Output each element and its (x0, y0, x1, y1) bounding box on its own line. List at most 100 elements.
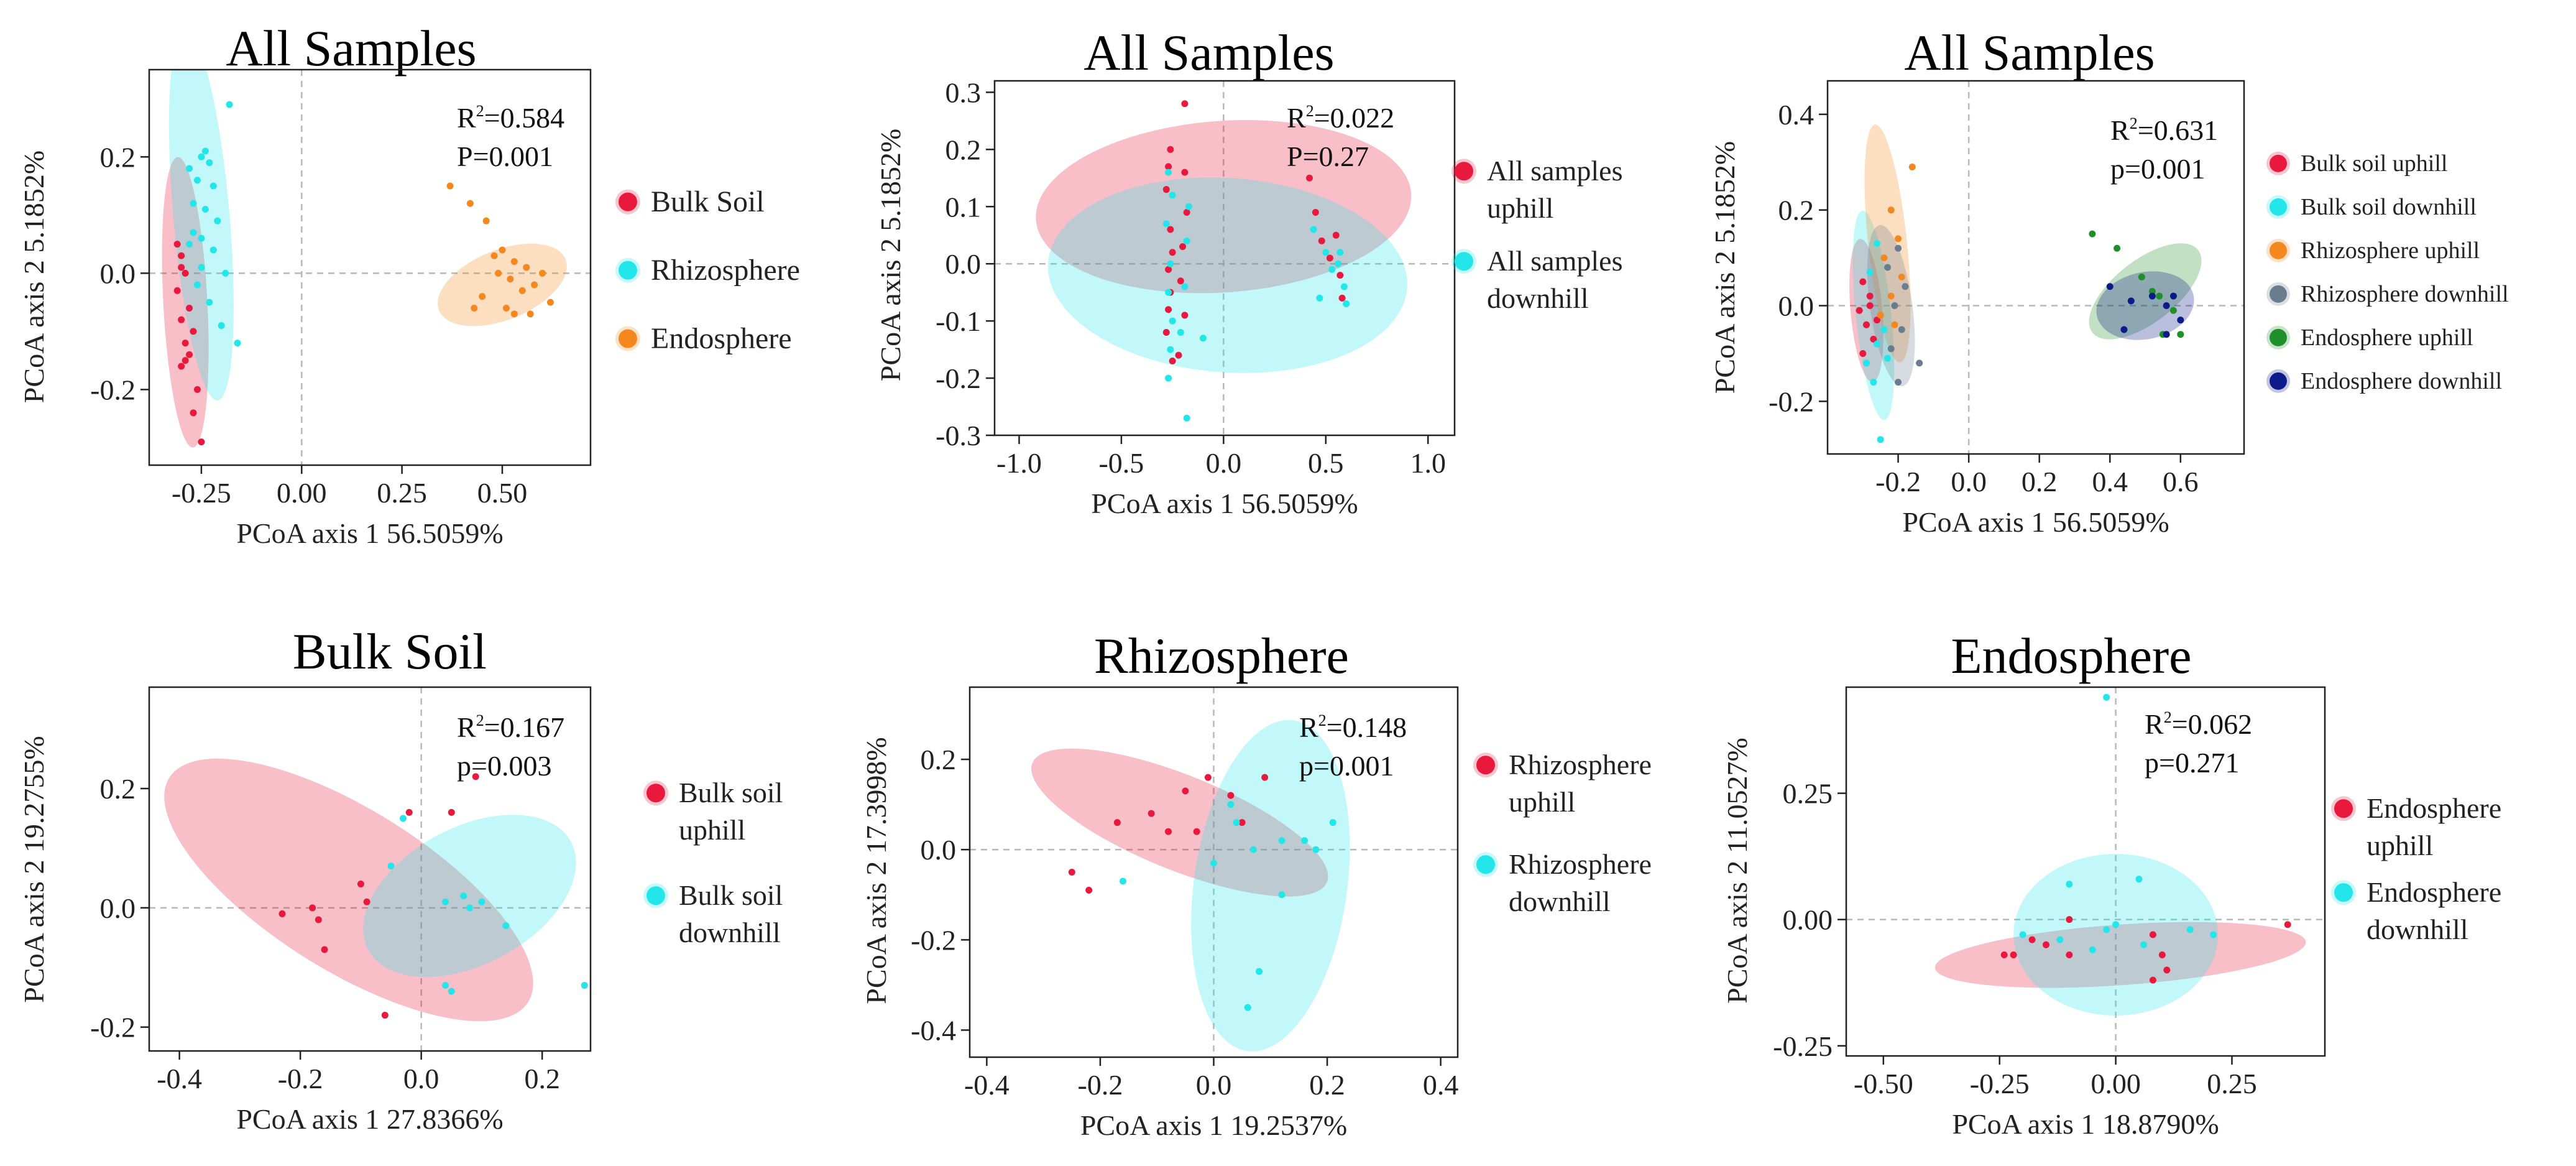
y-tick-label: -0.2 (1769, 386, 1814, 417)
data-point (1862, 359, 1870, 367)
data-point (315, 916, 322, 923)
data-point (1181, 283, 1189, 290)
data-point (178, 363, 185, 370)
data-point (1880, 254, 1888, 262)
data-point (201, 147, 209, 155)
plot-frame (148, 68, 592, 466)
panel-3: All Samples -0.2 0.0 0.2 0.4 0.6 -0.2 0.0 0.2 0.4… (1709, 24, 2509, 538)
data-point (1227, 792, 1235, 799)
data-point (1169, 317, 1176, 325)
legend-swatch (1455, 162, 1473, 181)
legend-label: Bulk soil downhill (2301, 194, 2477, 220)
data-point (1862, 321, 1870, 328)
y-tick-label: 0.25 (1783, 778, 1833, 810)
data-point (1916, 359, 1923, 367)
data-point (1238, 819, 1246, 826)
data-point (581, 982, 588, 989)
data-point (1165, 266, 1172, 273)
y-tick-label: -0.2 (911, 924, 956, 956)
data-point (178, 264, 185, 271)
legend: Bulk Soil Rhizosphere Endosphere (615, 185, 800, 355)
data-point (1162, 186, 1170, 193)
panel-title: All Samples (1904, 24, 2155, 81)
point-layer (1856, 163, 2184, 443)
data-point (178, 252, 185, 259)
data-point (460, 892, 467, 900)
data-point (198, 438, 205, 446)
legend-label: Bulk soil uphill (2301, 150, 2447, 177)
panel-2: All Samples -1.0 -0.5 0.0 0.5 1.0 -0.3 -0.2 -0.1… (875, 24, 1622, 519)
legend-swatch (646, 886, 665, 905)
data-point (226, 101, 233, 108)
legend-label: Endosphere downhill (2367, 876, 2501, 945)
data-point (1887, 292, 1895, 300)
data-point (1167, 226, 1174, 233)
legend-item: Endosphere (615, 322, 792, 355)
panel-4: Bulk Soil -0.4 -0.2 0.0 0.2 -0.2 0.0 0.2 PCoA ax… (18, 623, 783, 1135)
x-tick-label: -0.50 (1854, 1068, 1913, 1099)
data-point (357, 880, 364, 887)
data-point (1169, 249, 1176, 256)
x-tick-label: 1.0 (1410, 447, 1446, 479)
data-point (2140, 941, 2147, 948)
ellipse-layer (164, 758, 576, 1022)
data-point (502, 304, 510, 312)
confidence-ellipse (164, 758, 533, 1022)
legend-item: Rhizosphere (615, 254, 800, 287)
x-tick-label: -0.5 (1098, 447, 1144, 479)
data-point (190, 200, 197, 207)
data-point (1182, 787, 1189, 795)
data-point (1887, 345, 1895, 353)
data-point (2103, 693, 2110, 701)
data-point (1165, 169, 1172, 176)
data-point (1312, 846, 1320, 853)
legend-label: Endosphere downhill (2301, 368, 2502, 394)
data-point (1177, 329, 1184, 336)
data-point (201, 205, 209, 213)
data-point (1908, 163, 1916, 170)
data-point (472, 773, 479, 780)
data-point (186, 241, 193, 248)
data-point (1181, 312, 1189, 319)
data-point (1873, 317, 1880, 324)
legend-label: Endosphere (651, 322, 792, 355)
legend-swatch (619, 261, 637, 280)
data-point (173, 241, 181, 248)
data-point (2103, 926, 2110, 933)
confidence-ellipse (438, 243, 567, 326)
data-point (2210, 931, 2217, 938)
x-tick-label: 0.0 (403, 1063, 439, 1094)
x-tick-label: 0.2 (2022, 466, 2058, 497)
data-point (2112, 921, 2120, 928)
legend: Endosphere uphill Endosphere downhill (2331, 792, 2501, 945)
legend-label: Rhizosphere uphill (2301, 238, 2480, 264)
y-tick-label: 0.3 (945, 76, 982, 108)
data-point (471, 304, 478, 312)
data-point (2158, 951, 2166, 959)
data-point (502, 922, 510, 930)
p-value-label: P=0.001 (457, 141, 553, 172)
data-point (1175, 351, 1182, 359)
data-point (1181, 169, 1189, 176)
confidence-ellipse (162, 157, 209, 448)
x-tick-label: -0.4 (964, 1069, 1010, 1101)
y-axis-label: PCoA axis 2 11.0527% (1721, 738, 1753, 1004)
data-point (198, 153, 205, 160)
data-point (193, 386, 201, 393)
data-point (1316, 294, 1323, 302)
plot-frame (1845, 686, 2326, 1057)
legend-label: All samples downhill (1487, 245, 1622, 314)
data-point (218, 322, 225, 330)
data-point (1328, 266, 1336, 273)
x-tick-label: 0.00 (277, 477, 327, 509)
data-point (1340, 283, 1348, 290)
legend-swatch (2334, 883, 2353, 902)
x-axis-label: PCoA axis 1 18.8790% (1952, 1108, 2219, 1140)
y-tick-label: -0.2 (90, 374, 136, 405)
data-point (234, 340, 241, 347)
data-point (193, 281, 201, 289)
confidence-ellipse (1864, 124, 1911, 363)
data-point (1859, 278, 1867, 285)
x-axis-label: PCoA axis 1 19.2537% (1080, 1109, 1347, 1141)
confidence-ellipse (1852, 210, 1895, 420)
